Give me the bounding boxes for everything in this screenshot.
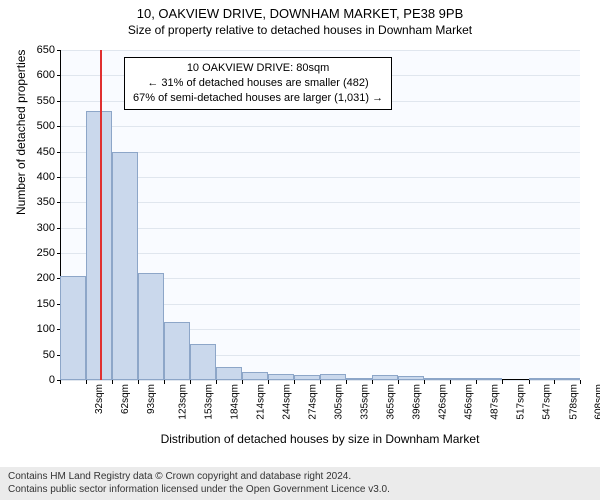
x-tick-label: 93sqm [146, 384, 157, 414]
x-tick-mark [242, 380, 243, 384]
x-tick-mark [320, 380, 321, 384]
histogram-bar [450, 378, 476, 380]
histogram-bar [346, 378, 373, 380]
x-tick-mark [112, 380, 113, 384]
histogram-bar [320, 374, 346, 380]
page-title: 10, OAKVIEW DRIVE, DOWNHAM MARKET, PE38 … [0, 0, 600, 21]
histogram-bar [112, 152, 138, 380]
x-tick-mark [86, 380, 87, 384]
x-tick-label: 153sqm [203, 384, 214, 420]
x-tick-label: 426sqm [438, 384, 449, 420]
x-tick-mark [268, 380, 269, 384]
histogram-bar [554, 378, 580, 380]
x-tick-label: 578sqm [568, 384, 579, 420]
x-tick-label: 365sqm [385, 384, 396, 420]
histogram-bar [398, 376, 424, 380]
x-tick-mark [216, 380, 217, 384]
x-tick-mark [60, 380, 61, 384]
x-tick-mark [398, 380, 399, 384]
x-tick-mark [502, 380, 503, 384]
x-tick-label: 456sqm [463, 384, 474, 420]
footer-line-1: Contains HM Land Registry data © Crown c… [8, 470, 592, 483]
x-axis-label: Distribution of detached houses by size … [60, 432, 580, 446]
page-subtitle: Size of property relative to detached ho… [0, 21, 600, 37]
x-tick-label: 396sqm [412, 384, 423, 420]
histogram-chart: 050100150200250300350400450500550600650 … [60, 50, 580, 380]
property-marker-line [100, 50, 102, 380]
y-axis-label: Number of detached properties [14, 50, 28, 215]
histogram-bar [242, 372, 268, 380]
histogram-bar [86, 111, 113, 380]
histogram-bar [424, 378, 451, 380]
x-tick-label: 214sqm [256, 384, 267, 420]
histogram-bar [529, 378, 555, 380]
x-tick-label: 335sqm [360, 384, 371, 420]
x-tick-mark [164, 380, 165, 384]
annotation-line: 10 OAKVIEW DRIVE: 80sqm [133, 61, 383, 76]
x-tick-mark [372, 380, 373, 384]
x-tick-mark [529, 380, 530, 384]
x-tick-mark [138, 380, 139, 384]
footer-line-2: Contains public sector information licen… [8, 483, 592, 496]
x-tick-mark [580, 380, 581, 384]
x-tick-label: 608sqm [594, 384, 600, 420]
x-tick-label: 32sqm [94, 384, 105, 414]
x-tick-mark [554, 380, 555, 384]
histogram-bar [476, 378, 502, 380]
histogram-bar [268, 374, 295, 380]
x-tick-label: 517sqm [516, 384, 527, 420]
annotation-line: ← 31% of detached houses are smaller (48… [133, 76, 383, 91]
x-tick-mark [450, 380, 451, 384]
x-tick-label: 487sqm [490, 384, 501, 420]
histogram-bar [294, 375, 320, 380]
footer: Contains HM Land Registry data © Crown c… [0, 467, 600, 500]
annotation-line: 67% of semi-detached houses are larger (… [133, 91, 383, 106]
x-tick-label: 244sqm [281, 384, 292, 420]
histogram-bar [60, 276, 86, 380]
x-tick-mark [190, 380, 191, 384]
x-tick-label: 547sqm [541, 384, 552, 420]
histogram-bar [216, 367, 242, 380]
x-tick-label: 184sqm [230, 384, 241, 420]
x-tick-mark [476, 380, 477, 384]
annotation-box: 10 OAKVIEW DRIVE: 80sqm← 31% of detached… [124, 57, 392, 110]
x-tick-label: 123sqm [178, 384, 189, 420]
x-tick-mark [424, 380, 425, 384]
x-tick-label: 274sqm [307, 384, 318, 420]
histogram-bar [190, 344, 216, 380]
histogram-bar [372, 375, 398, 380]
x-tick-mark [346, 380, 347, 384]
x-tick-label: 62sqm [120, 384, 131, 414]
histogram-bar [164, 322, 191, 380]
x-tick-label: 305sqm [334, 384, 345, 420]
histogram-bar [138, 273, 164, 380]
x-tick-mark [294, 380, 295, 384]
